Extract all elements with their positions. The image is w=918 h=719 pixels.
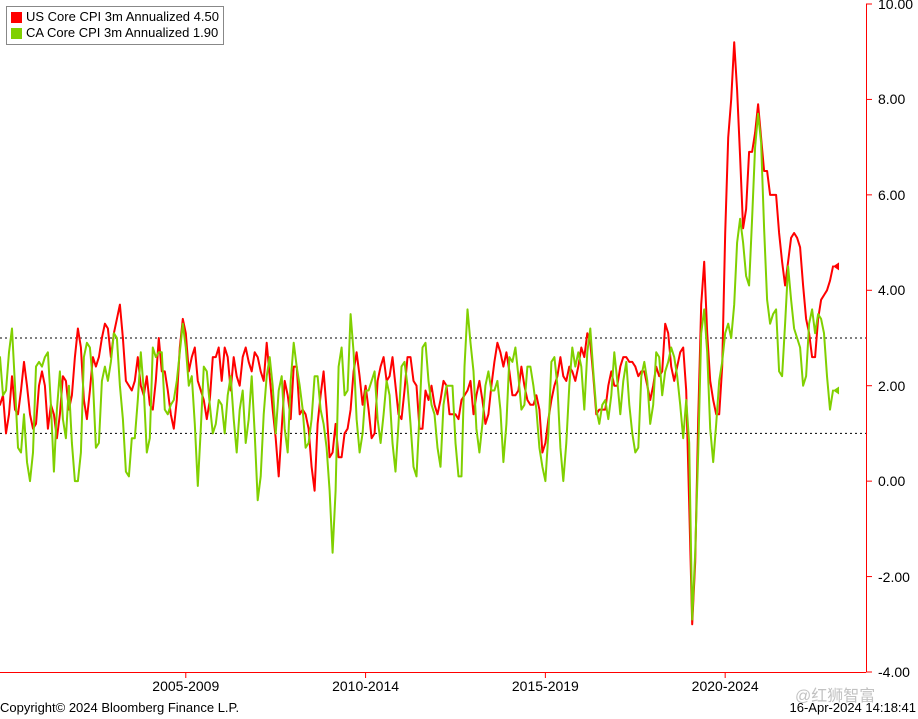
x-tick-label: 2020-2024 — [692, 678, 759, 694]
legend: US Core CPI 3m Annualized 4.50 CA Core C… — [6, 6, 224, 45]
x-tick-label: 2005-2009 — [152, 678, 219, 694]
x-tick-label: 2015-2019 — [512, 678, 579, 694]
copyright-text: Copyright© 2024 Bloomberg Finance L.P. — [0, 700, 239, 715]
legend-swatch — [11, 12, 22, 23]
legend-swatch — [11, 28, 22, 39]
timestamp-text: 16-Apr-2024 14:18:41 — [790, 700, 916, 715]
x-tick-label: 2010-2014 — [332, 678, 399, 694]
chart-svg — [0, 0, 918, 719]
y-tick-label: 10.00 — [878, 0, 913, 12]
y-tick-label: 0.00 — [878, 473, 905, 489]
legend-item: CA Core CPI 3m Annualized 1.90 — [11, 25, 219, 41]
y-tick-label: -4.00 — [878, 664, 910, 680]
legend-item: US Core CPI 3m Annualized 4.50 — [11, 9, 219, 25]
legend-label: US Core CPI 3m Annualized 4.50 — [26, 9, 219, 25]
y-tick-label: 6.00 — [878, 187, 905, 203]
y-tick-label: 4.00 — [878, 282, 905, 298]
y-tick-label: -2.00 — [878, 569, 910, 585]
y-tick-label: 2.00 — [878, 378, 905, 394]
y-tick-label: 8.00 — [878, 91, 905, 107]
legend-label: CA Core CPI 3m Annualized 1.90 — [26, 25, 218, 41]
chart-container: US Core CPI 3m Annualized 4.50 CA Core C… — [0, 0, 918, 719]
